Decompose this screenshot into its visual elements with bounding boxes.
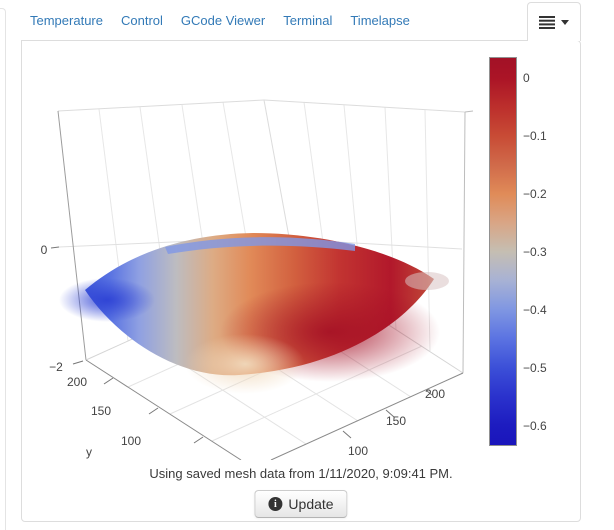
x-tick-200: 200: [425, 387, 445, 401]
tab-timelapse[interactable]: Timelapse: [350, 12, 410, 28]
tab-gcode-viewer[interactable]: GCode Viewer: [180, 12, 266, 28]
colorbar-tick-n01: −0.1: [523, 129, 547, 143]
axis-labels: 0 −2 200 150 100 y 100 150 200: [41, 243, 446, 459]
x-tick-100: 100: [348, 444, 368, 458]
y-tick-200: 200: [67, 375, 87, 389]
tab-control[interactable]: Control: [120, 12, 163, 28]
y-tick-150: 150: [91, 404, 111, 418]
colorbar-tick-n05: −0.5: [523, 361, 547, 375]
z-tick-0: 0: [41, 243, 48, 257]
update-button[interactable]: i Update: [254, 490, 348, 518]
y-tick-100: 100: [121, 434, 141, 448]
y-axis-title: y: [86, 445, 92, 459]
bed-mesh-3d-plot[interactable]: 0 −2 200 150 100 y 100 150 200: [25, 48, 480, 460]
axis-ticks: [50, 246, 433, 444]
update-button-label: Update: [288, 496, 334, 512]
colorbar: 0 −0.1 −0.2 −0.3 −0.4 −0.5 −0.6: [489, 57, 559, 449]
x-tick-150: 150: [386, 414, 406, 428]
colorbar-tick-n03: −0.3: [523, 245, 547, 259]
z-tick-neg2: −2: [49, 360, 63, 374]
colorbar-tick-0: 0: [523, 71, 530, 85]
colorbar-gradient: [489, 57, 517, 446]
tab-overflow-menu-button[interactable]: [527, 2, 581, 41]
mesh-data-caption: Using saved mesh data from 1/11/2020, 9:…: [149, 466, 453, 481]
tab-temperature[interactable]: Temperature: [30, 12, 103, 28]
tab-terminal[interactable]: Terminal: [283, 12, 333, 28]
colorbar-tick-n02: −0.2: [523, 187, 547, 201]
caret-down-icon: [561, 19, 569, 25]
hamburger-menu-icon: [539, 15, 555, 29]
colorbar-tick-n04: −0.4: [523, 303, 547, 317]
tab-bar: Temperature Control GCode Viewer Termina…: [21, 0, 419, 40]
front-axis-lines: [85, 359, 464, 460]
colorbar-tick-n06: −0.6: [523, 419, 547, 433]
mesh-surface: [59, 233, 449, 394]
info-icon: i: [268, 497, 283, 511]
adjacent-panel-edge: [0, 8, 6, 530]
